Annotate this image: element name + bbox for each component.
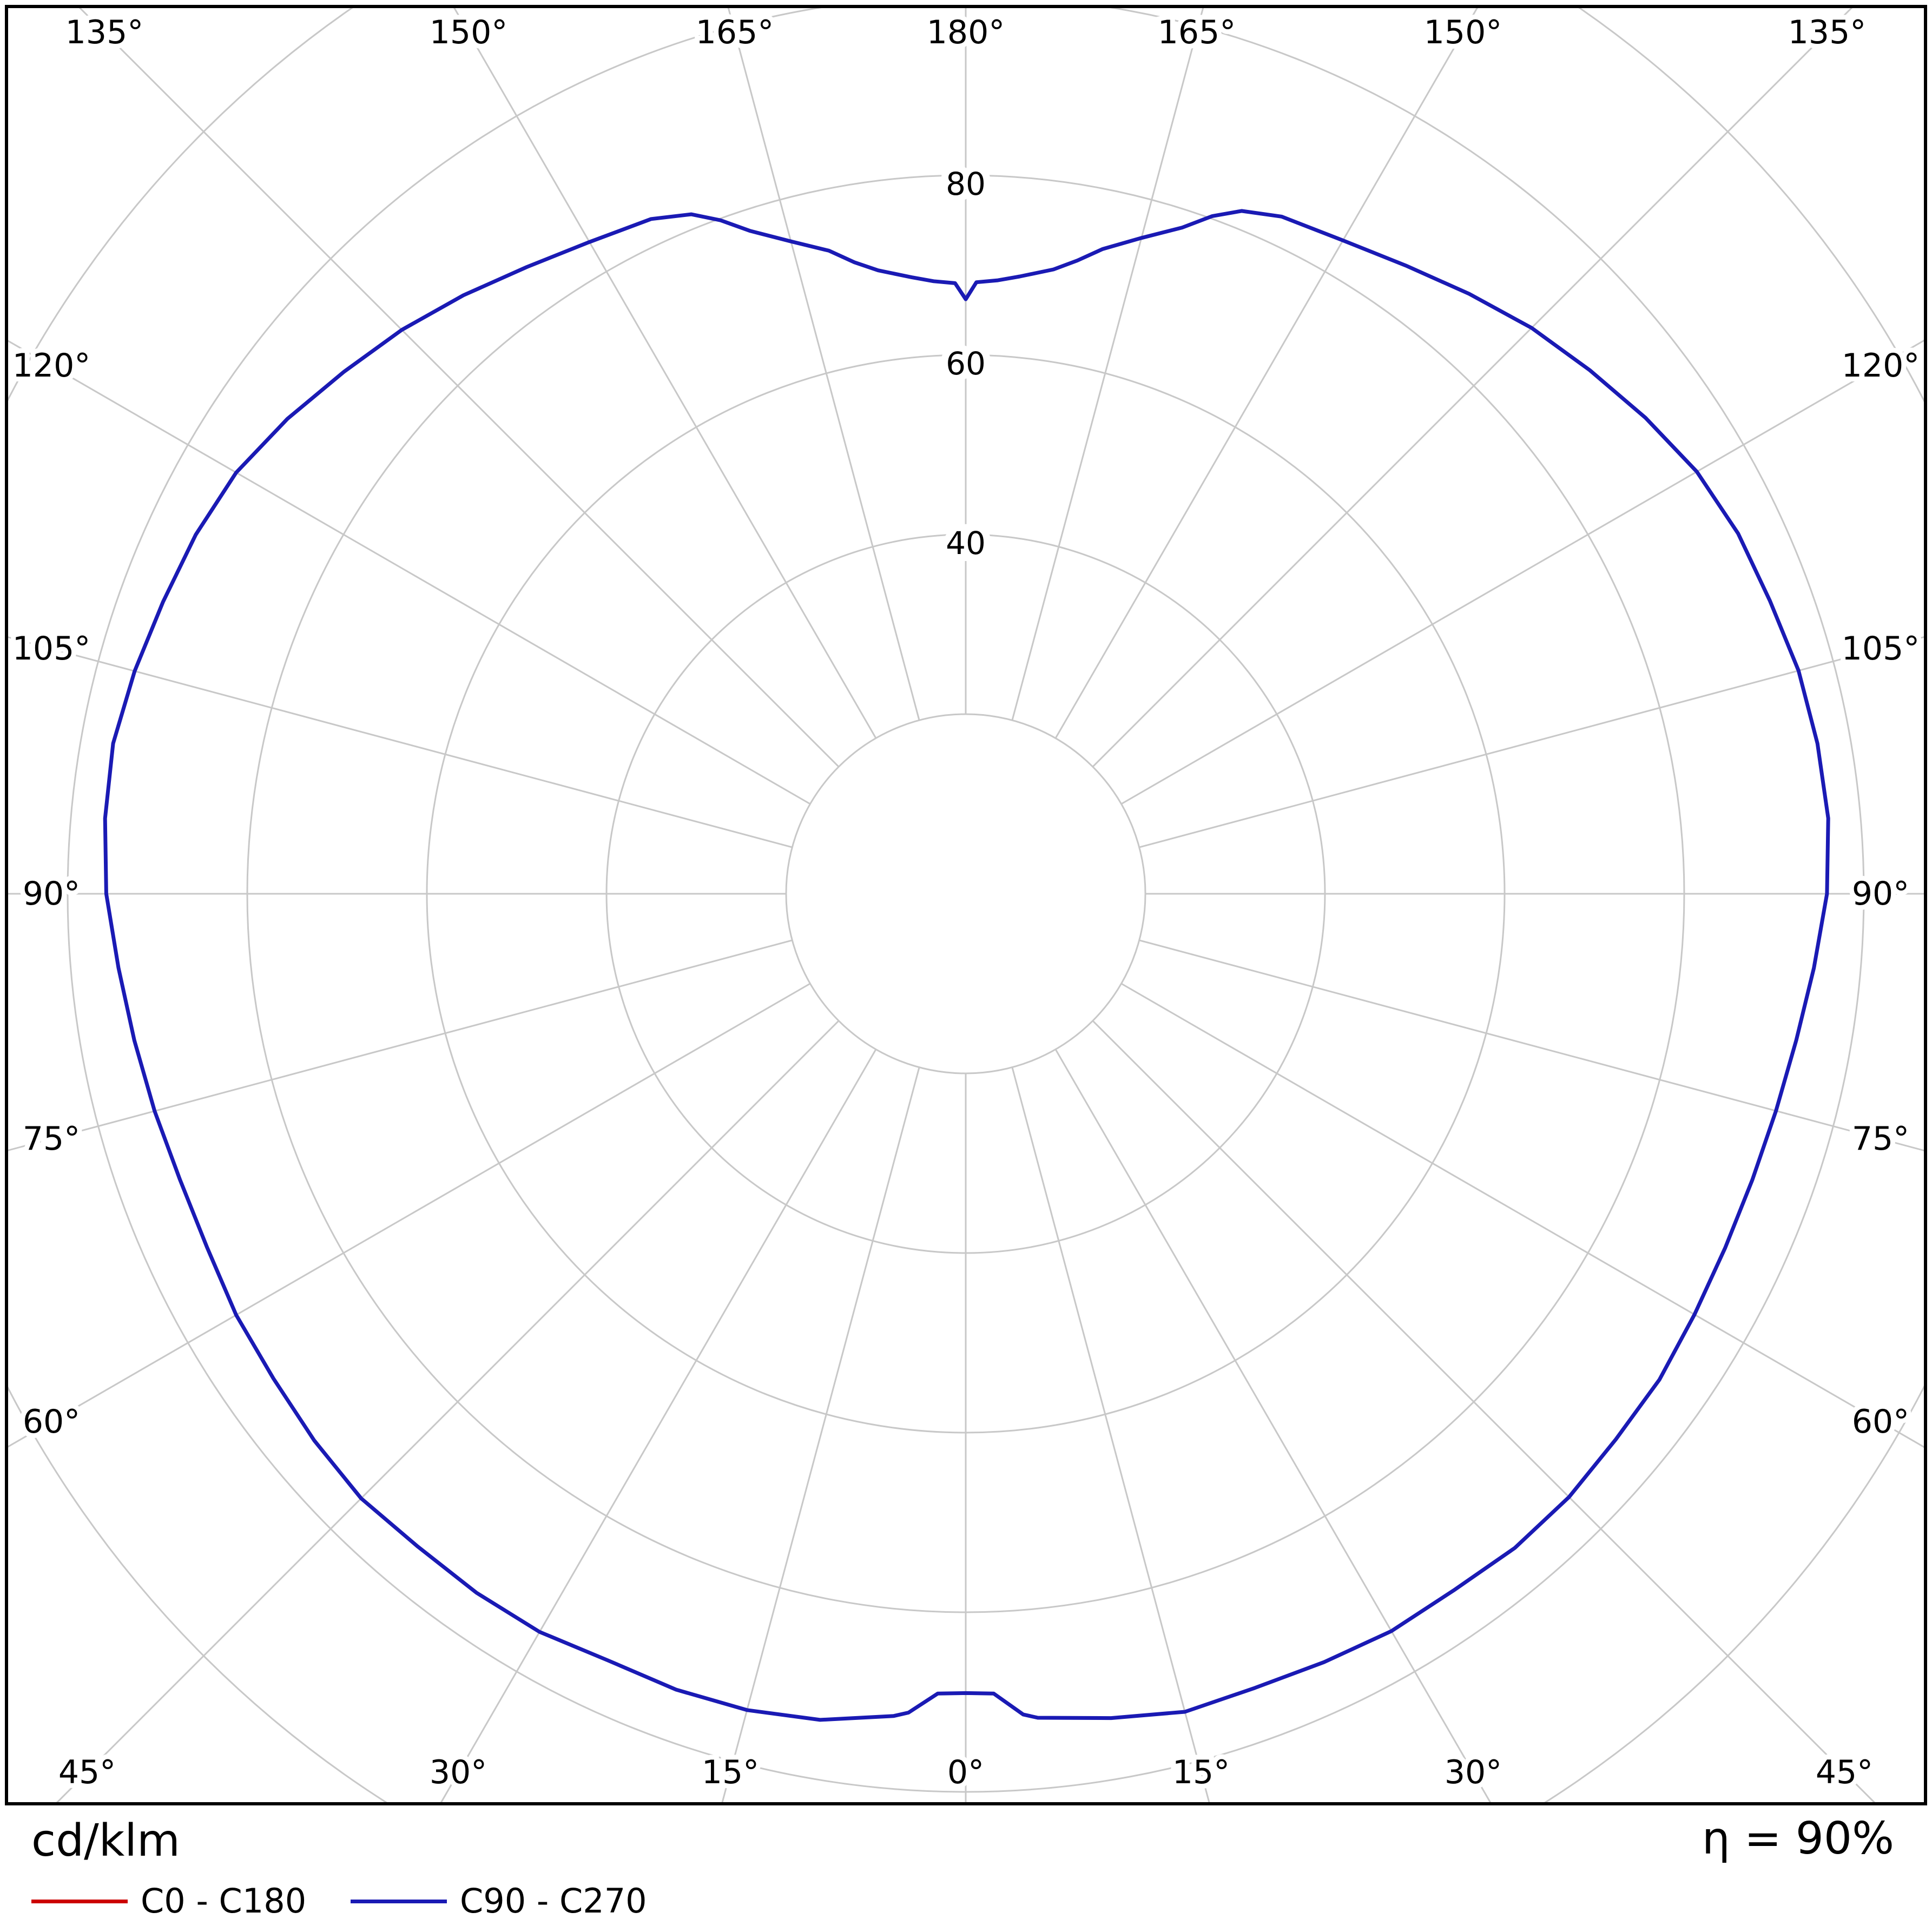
grid-spoke (1054, 8, 1478, 739)
angle-label-135-left: 135° (65, 14, 144, 51)
angle-label-165: 165° (1158, 14, 1236, 51)
angle-label-105: 105° (1842, 630, 1920, 668)
grid-spoke (1054, 1049, 1492, 1802)
legend-item-c0-c180: C0 - C180 (31, 1880, 306, 1923)
angle-label-105-left: 105° (12, 630, 91, 668)
angle-label-75-left: 75° (23, 1120, 80, 1158)
grid-spoke (56, 1020, 840, 1802)
efficiency-label: η = 90% (1702, 1813, 1894, 1864)
grid-spoke (727, 8, 920, 721)
angle-label-30: 30° (1445, 1753, 1502, 1791)
grid-spoke (1011, 1067, 1210, 1802)
angle-label-120: 120° (1842, 347, 1920, 385)
angle-label-75: 75° (1852, 1120, 1909, 1158)
ring-labels: 40 60 80 (939, 159, 993, 569)
angle-label-180: 180° (927, 14, 1005, 51)
angle-label-90: 90° (1852, 875, 1909, 913)
angle-label-165-left: 165° (696, 14, 774, 51)
grid-spoke (8, 636, 793, 848)
angle-label-45: 45° (1816, 1753, 1873, 1791)
units-label: cd/klm (31, 1815, 180, 1867)
angle-label-30-left: 30° (430, 1753, 487, 1791)
grid-spoke (440, 1049, 877, 1802)
grid-ring-20 (785, 713, 1146, 1074)
grid-spoke (1139, 636, 1924, 848)
grid-spoke (1092, 1020, 1876, 1802)
grid-spoke (1120, 983, 1924, 1448)
curve-c90-c270 (103, 209, 1830, 1722)
angle-label-15: 15° (1172, 1753, 1230, 1791)
grid-spoke (8, 340, 811, 805)
angle-label-60: 60° (1852, 1403, 1909, 1441)
legend: C0 - C180 C90 - C270 (0, 1880, 1932, 1923)
grid-spoke (1092, 8, 1853, 768)
grid-spoke (721, 1067, 920, 1802)
angle-label-135: 135° (1788, 14, 1867, 51)
angle-label-60-left: 60° (23, 1403, 80, 1441)
legend-item-c90-c270: C90 - C270 (351, 1880, 647, 1923)
legend-line-c0-c180-icon (31, 1899, 128, 1903)
footer: cd/klm η = 90% C0 - C180 C90 - C270 (0, 1804, 1932, 1932)
grid-spoke (453, 8, 877, 739)
ring-label-40: 40 (946, 525, 986, 562)
grid-spoke (1120, 339, 1924, 805)
angle-label-15-left: 15° (702, 1753, 759, 1791)
ring-label-80: 80 (946, 166, 986, 202)
angle-label-150-left: 150° (430, 14, 508, 51)
grid-spoke (1139, 939, 1924, 1152)
angle-label-120-left: 120° (12, 347, 91, 385)
angle-label-0: 0° (947, 1753, 984, 1791)
legend-label-c90-c270: C90 - C270 (460, 1881, 647, 1921)
legend-label-c0-c180: C0 - C180 (141, 1881, 307, 1921)
angle-label-45-left: 45° (58, 1753, 116, 1791)
grid-spoke (8, 983, 811, 1448)
ring-label-60: 60 (946, 345, 986, 382)
chart-frame (5, 5, 1927, 1805)
angle-label-90-left: 90° (23, 875, 80, 913)
grid-spoke (78, 8, 840, 768)
angle-label-150: 150° (1424, 14, 1502, 51)
grid-spoke (8, 939, 793, 1151)
legend-line-c90-c270-icon (351, 1899, 447, 1903)
angle-labels: 0° 15° 15° 30° 30° 45° 45° 60° 60° 75° 75° 90° 90° 10… (8, 9, 1925, 1796)
grid-spoke (1011, 8, 1204, 721)
